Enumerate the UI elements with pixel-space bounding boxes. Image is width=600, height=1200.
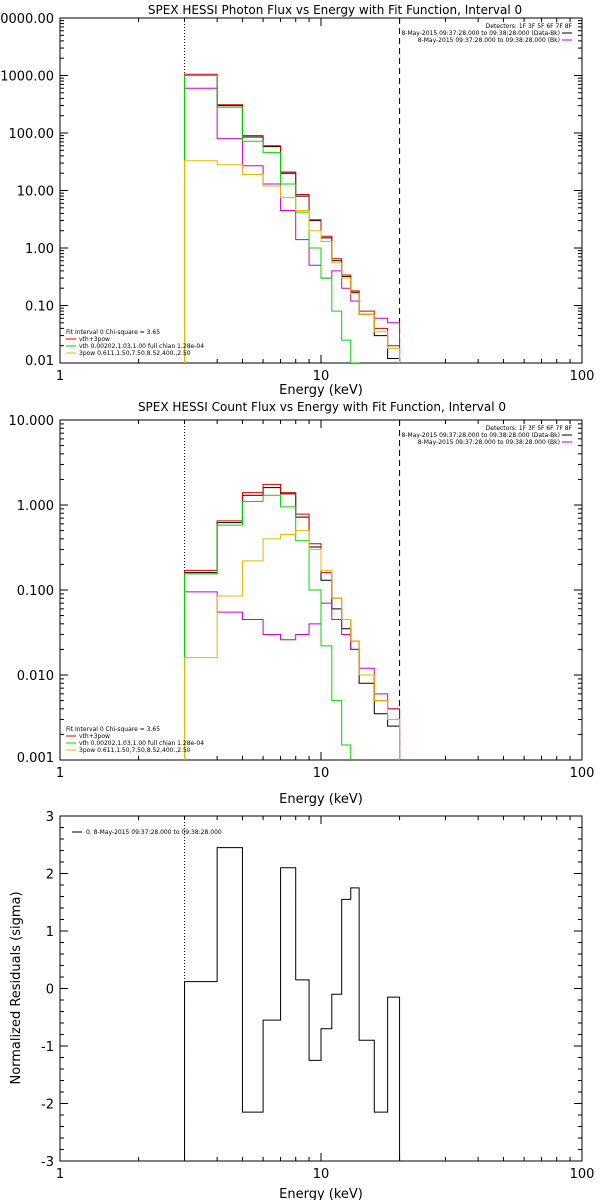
x-tick-label: 1 [56,1167,64,1182]
fit-line-3pow: 3pow 0.611,1.50,7.50,8.52,400.,2.50 [79,747,191,754]
y-axis-ticks: 0.001 0.010 0.100 1.000 10.000 [9,414,582,766]
fit-legend: Fit Interval 0 Chi-square = 3.65 vth+3po… [66,726,204,754]
interval-line: 0. 8-May-2015 09:37:28.000 to 09:38:28.0… [86,829,222,836]
info-line-bk: 8-May-2015 09:37:28.000 to 09:38:28.000 … [418,37,560,44]
info-legend: Detectors: 1F 3F 5F 6F 7F 8F 8-May-2015 … [401,425,572,446]
y-axis-label: Normalized Residuals (sigma) [9,891,24,1084]
detectors-line: Detectors: 1F 3F 5F 6F 7F 8F [486,425,573,432]
series-group [184,483,401,760]
x-tick-label: 1 [56,766,64,781]
x-tick-label: 10 [313,1167,330,1182]
fit-line-vth: vth 0.00202,1.03,1.00 full chian 1.28e-0… [79,740,204,747]
series-line [184,73,401,363]
x-markers [184,420,401,760]
y-tick-label: -3 [41,1155,54,1170]
x-axis-label: Energy (keV) [279,792,363,807]
x-tick-label: 10 [313,369,330,384]
y-tick-label: 0.10 [25,300,54,315]
y-tick-label: -1 [41,1040,54,1055]
y-tick-label: 0.010 [17,669,54,684]
y-tick-label: -2 [41,1098,54,1113]
y-tick-label: 1000.00 [0,70,54,85]
y-tick-label: 10000.00 [0,12,54,27]
fit-line-chi: Fit Interval 0 Chi-square = 3.65 [66,329,160,336]
y-tick-label: 0.001 [17,751,54,766]
info-line-data-bk: 8-May-2015 09:37:28.000 to 09:38:28.000 … [401,432,560,439]
series-group [184,847,401,1161]
series-line [184,87,401,363]
x-axis-ticks: 1 10 100 [56,816,595,1182]
info-legend: 0. 8-May-2015 09:37:28.000 to 09:38:28.0… [72,829,222,836]
y-tick-label: 3 [46,810,54,825]
x-axis-ticks: 1 10 100 [56,420,595,781]
fit-line-chi: Fit Interval 0 Chi-square = 3.65 [66,726,160,733]
fit-legend: Fit Interval 0 Chi-square = 3.65 vth+3po… [66,329,204,357]
panel-count-flux: SPEX HESSI Count Flux vs Energy with Fit… [9,400,595,807]
fit-line-total: vth+3pow [79,336,110,343]
y-tick-label: 0.01 [25,354,54,369]
series-line [184,75,401,363]
y-tick-label: 1.000 [17,499,54,514]
y-axis-ticks: 0.01 0.10 1.00 10.00 100.00 1000.00 10000.00 [0,12,582,369]
series-line [184,847,401,1161]
series-line [184,75,360,363]
y-tick-label: 1 [46,925,54,940]
series-line [184,487,401,760]
series-line [184,160,401,363]
series-line [184,483,401,760]
panel-photon-flux: SPEX HESSI Photon Flux vs Energy with Fi… [0,3,595,398]
plot-frame [59,17,583,364]
y-tick-label: 10.00 [17,185,54,200]
detectors-line: Detectors: 1F 3F 5F 6F 7F 8F [486,23,573,30]
x-tick-label: 1 [56,369,64,384]
x-axis-ticks: 1 10 100 [56,18,595,384]
x-tick-label: 100 [570,766,595,781]
y-axis-ticks: -3 -2 -1 0 1 2 3 [41,810,582,1170]
panel-residuals: -3 -2 -1 0 1 2 3 1 10 100 Energy (keV) Normalize… [9,810,594,1200]
y-tick-label: 0 [46,983,54,998]
x-tick-label: 100 [570,1167,595,1182]
info-legend: Detectors: 1F 3F 5F 6F 7F 8F 8-May-2015 … [401,23,572,44]
series-line [184,530,401,760]
x-axis-label: Energy (keV) [279,1187,363,1200]
y-tick-label: 100.00 [9,127,55,142]
fit-line-3pow: 3pow 0.611,1.50,7.50,8.52,400.,2.50 [79,350,191,357]
info-line-bk: 8-May-2015 09:37:28.000 to 09:38:28.000 … [418,439,560,446]
y-tick-label: 10.000 [9,414,55,429]
chart-title: SPEX HESSI Count Flux vs Energy with Fit… [138,400,506,414]
chart-title: SPEX HESSI Photon Flux vs Energy with Fi… [148,3,522,17]
fit-line-total: vth+3pow [79,733,110,740]
series-group [184,73,401,363]
y-tick-label: 1.00 [25,242,54,257]
series-line [184,591,401,760]
x-axis-label: Energy (keV) [279,383,363,398]
x-tick-label: 100 [570,369,595,384]
x-tick-label: 10 [313,766,330,781]
y-tick-label: 0.100 [17,584,54,599]
series-line [184,494,352,760]
plot-frame [59,815,583,1162]
info-line-data-bk: 8-May-2015 09:37:28.000 to 09:38:28.000 … [401,30,560,37]
fit-line-vth: vth 0.00202,1.03,1.00 full chian 1.28e-0… [79,343,204,350]
y-tick-label: 2 [46,868,54,883]
